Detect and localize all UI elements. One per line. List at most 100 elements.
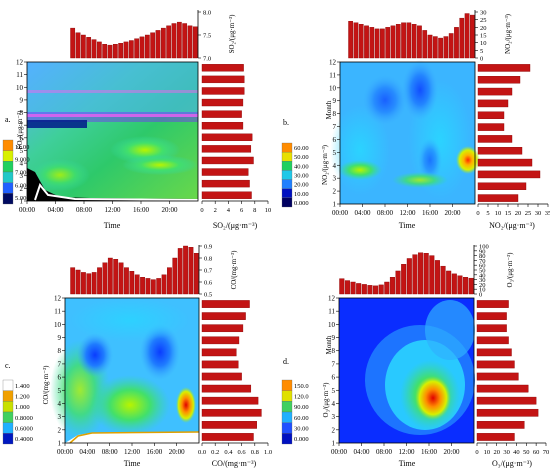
colorbar-swatch (281, 197, 293, 208)
side-bar (477, 123, 505, 131)
y-tick-label: 10 (54, 321, 62, 329)
top-bar-tick-label: 7.0 (203, 56, 211, 63)
side-bar-tick-label: 5 (486, 210, 489, 217)
colorbar-label: 90.00 (294, 404, 309, 411)
top-bar (374, 28, 380, 59)
top-bar (97, 267, 102, 295)
side-bar (201, 300, 250, 308)
colorbar-label: 60.00 (294, 415, 309, 422)
colorbar-label: 60.00 (294, 145, 309, 152)
x-tick-label: 08:00 (102, 448, 118, 456)
y-tick-label: 4 (20, 160, 24, 168)
colorbar-label: 0.6000 (15, 426, 33, 433)
top-bar (438, 37, 443, 59)
top-bar (183, 245, 188, 295)
y-tick-label: 3 (332, 413, 336, 421)
side-bar-tick-label: 0 (475, 449, 478, 456)
top-bar (81, 272, 86, 295)
top-bar (134, 38, 140, 59)
x-tick-label: 16:00 (422, 209, 438, 217)
y-tick-label: 4 (333, 162, 337, 170)
colorbar-swatch (2, 411, 14, 423)
top-bar-tick-label: 0.6 (204, 280, 213, 287)
x-tick-label: 12:00 (399, 448, 415, 456)
x-tick-label: 16:00 (421, 448, 437, 456)
side-axis-label-o3: O₃/(μg·m⁻³) (492, 459, 532, 468)
y-tick-label: 7 (20, 122, 24, 130)
side-bar-tick-label: 30 (503, 449, 510, 456)
top-bar (70, 27, 76, 59)
side-bar-tick-label: 2 (214, 207, 217, 214)
x-tick-label: 00:00 (19, 206, 35, 214)
top-bar (75, 32, 81, 59)
side-bar-tick-label: 0.6 (238, 449, 247, 456)
top-bar (463, 277, 469, 295)
top-bar-tick-label: 60 (479, 263, 486, 270)
y-tick-label: 9 (58, 334, 62, 342)
colorbar-label: 5.000 (15, 195, 30, 202)
top-bar (422, 30, 428, 59)
top-bar-tick-label: 80 (479, 253, 486, 260)
xlabel-so2: Time (104, 221, 121, 230)
y-tick-label: 6 (332, 374, 336, 382)
top-bar (401, 22, 406, 59)
colorbar-label: 11.00 (15, 144, 29, 151)
top-bar (166, 25, 172, 59)
top-bar (339, 278, 345, 295)
side-bar (201, 179, 250, 188)
top-bar (412, 254, 418, 295)
top-bar (389, 277, 395, 295)
y-tick-label: 7 (332, 360, 336, 368)
top-bar (91, 272, 97, 295)
y-tick-label: 2 (58, 426, 62, 434)
side-bar (201, 133, 253, 141)
top-bar (171, 23, 177, 59)
side-bar (477, 75, 521, 84)
y-tick-label: 6 (20, 134, 24, 142)
panel-so2: 7.0 7.5 8.0 0 2 4 6 8 10 11.00 9.000 7.000 6.000 5.… (2, 10, 271, 230)
colorbar-label: 6.000 (15, 182, 30, 189)
side-bar-tick-label: 10 (495, 210, 502, 217)
top-bar (364, 25, 369, 59)
side-bar-tick-label: 8 (253, 207, 256, 214)
side-bar (477, 99, 509, 108)
side-axis-label-so2: SO₂/(μg·m⁻³) (213, 221, 258, 230)
colorbar-swatch (281, 142, 293, 153)
colorbar-label: 30.00 (294, 173, 309, 180)
y-tick-label: 5 (20, 147, 24, 155)
side-bar (477, 111, 505, 119)
y-tick-label: 3 (20, 172, 24, 180)
panel-label-b: b. (283, 118, 289, 127)
side-bar (201, 98, 244, 107)
colorbar-swatch (281, 161, 293, 171)
x-tick-label: 12:00 (105, 206, 121, 214)
top-bar (86, 37, 92, 59)
colorbar-swatch (2, 161, 14, 173)
top-bar (390, 25, 396, 59)
y-tick-label: 8 (333, 110, 337, 118)
side-bars-o3: 0 10 20 30 40 50 60 70 (475, 300, 549, 456)
colorbar-swatch (281, 170, 293, 180)
side-axis-label-co: CO/(mg·m⁻³) (212, 459, 257, 468)
top-bar-tick-label: 8.0 (203, 10, 211, 17)
panel-label-d: d. (283, 357, 289, 366)
side-bar-tick-label: 70 (543, 449, 550, 456)
y-tick-label: 10 (329, 84, 337, 92)
y-tick-label: 12 (329, 59, 337, 67)
x-tick-label: 00:00 (331, 448, 347, 456)
top-bar (150, 32, 156, 59)
side-bar (477, 135, 513, 143)
x-tick-label: 04:00 (79, 448, 95, 456)
top-bar (107, 257, 113, 295)
side-bar (201, 384, 252, 393)
colorbar-swatch (2, 401, 14, 413)
top-bar (75, 269, 81, 295)
y-tick-label: 5 (332, 387, 336, 395)
top-bar (380, 28, 385, 59)
x-tick-label: 08:00 (376, 448, 392, 456)
side-bar (477, 170, 541, 179)
top-bar (358, 24, 364, 59)
side-bar-tick-label: 35 (545, 210, 550, 217)
side-bar-tick-label: 20 (515, 210, 522, 217)
